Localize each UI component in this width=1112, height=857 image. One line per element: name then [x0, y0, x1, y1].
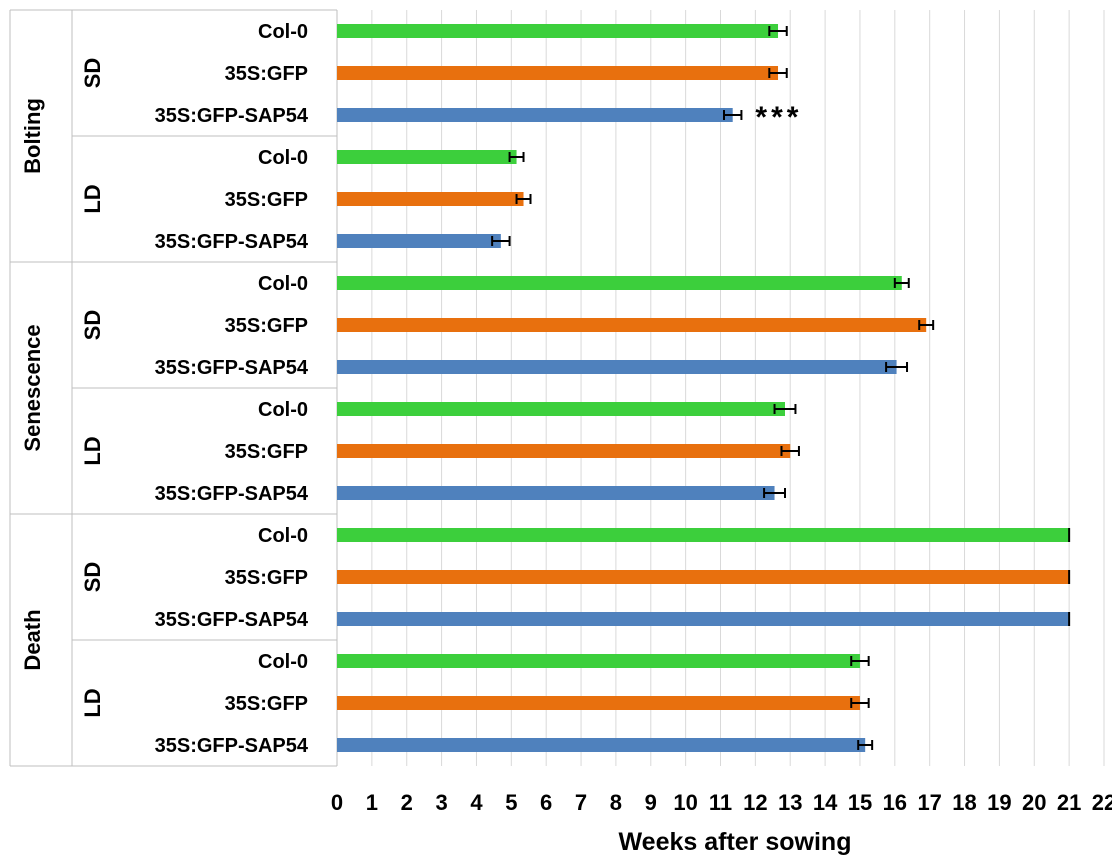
condition-label: LD: [80, 436, 105, 465]
x-tick-label: 8: [610, 790, 622, 815]
bar: [337, 192, 524, 206]
bar: [337, 486, 775, 500]
genotype-label: 35S:GFP: [225, 189, 308, 211]
genotype-label: Col-0: [258, 399, 308, 421]
x-axis-title: Weeks after sowing: [619, 828, 852, 856]
genotype-label: 35S:GFP-SAP54: [155, 609, 309, 631]
genotype-label: 35S:GFP: [225, 693, 308, 715]
condition-label: SD: [80, 310, 105, 341]
condition-label: SD: [80, 58, 105, 89]
x-tick-label: 5: [505, 790, 517, 815]
bar: [337, 528, 1070, 542]
x-tick-label: 2: [401, 790, 413, 815]
genotype-label: 35S:GFP: [225, 63, 308, 85]
x-axis-ticks: 0 1 2 3 4 5 6 7 8 9 10 11 12 13 14 15 16 17 18 19 20 21 22: [331, 790, 1112, 815]
genotype-label: Col-0: [258, 21, 308, 43]
x-tick-label: 10: [673, 790, 697, 815]
stage-label: Senescence: [20, 324, 45, 451]
bar: [337, 318, 927, 332]
stage-label: Death: [20, 609, 45, 670]
x-tick-label: 16: [883, 790, 907, 815]
bars: ***: [337, 24, 1071, 752]
x-tick-label: 7: [575, 790, 587, 815]
bar: [337, 570, 1070, 584]
bar: [337, 444, 791, 458]
bar: [337, 654, 860, 668]
significance-annotation: ***: [755, 101, 802, 134]
x-tick-label: 22: [1092, 790, 1112, 815]
category-labels: Col-0 35S:GFP 35S:GFP-SAP54 SD Col-0 35S:GFP 3…: [20, 21, 309, 757]
condition-label: SD: [80, 562, 105, 593]
genotype-label: 35S:GFP-SAP54: [155, 231, 309, 253]
x-tick-label: 3: [435, 790, 447, 815]
bar: [337, 276, 902, 290]
bar: [337, 150, 517, 164]
bar: [337, 24, 779, 38]
x-tick-label: 1: [366, 790, 378, 815]
genotype-label: 35S:GFP: [225, 567, 308, 589]
genotype-label: Col-0: [258, 273, 308, 295]
x-tick-label: 21: [1057, 790, 1081, 815]
genotype-label: 35S:GFP: [225, 315, 308, 337]
x-tick-label: 17: [917, 790, 941, 815]
genotype-label: Col-0: [258, 651, 308, 673]
x-tick-label: 15: [848, 790, 872, 815]
bar: [337, 66, 779, 80]
x-tick-label: 4: [470, 790, 483, 815]
bar: [337, 612, 1070, 626]
x-tick-label: 6: [540, 790, 552, 815]
genotype-label: Col-0: [258, 147, 308, 169]
x-tick-label: 19: [987, 790, 1011, 815]
condition-label: LD: [80, 184, 105, 213]
gridlines: [371, 10, 1105, 766]
genotype-label: 35S:GFP-SAP54: [155, 735, 309, 757]
x-tick-label: 18: [952, 790, 976, 815]
x-tick-label: 13: [778, 790, 802, 815]
bar: [337, 360, 897, 374]
bar: [337, 234, 501, 248]
x-tick-label: 0: [331, 790, 343, 815]
bar: [337, 738, 866, 752]
stage-label: Bolting: [20, 98, 45, 174]
category-separators: [9, 9, 338, 767]
genotype-label: 35S:GFP-SAP54: [155, 105, 309, 127]
bar: [337, 696, 860, 710]
genotype-label: 35S:GFP-SAP54: [155, 357, 309, 379]
genotype-label: Col-0: [258, 525, 308, 547]
bar: [337, 402, 785, 416]
bar: [337, 108, 733, 122]
x-tick-label: 11: [709, 790, 732, 815]
condition-label: LD: [80, 688, 105, 717]
genotype-label: 35S:GFP-SAP54: [155, 483, 309, 505]
x-tick-label: 9: [645, 790, 657, 815]
genotype-label: 35S:GFP: [225, 441, 308, 463]
x-tick-label: 20: [1022, 790, 1046, 815]
x-tick-label: 14: [813, 790, 838, 815]
x-tick-label: 12: [743, 790, 767, 815]
